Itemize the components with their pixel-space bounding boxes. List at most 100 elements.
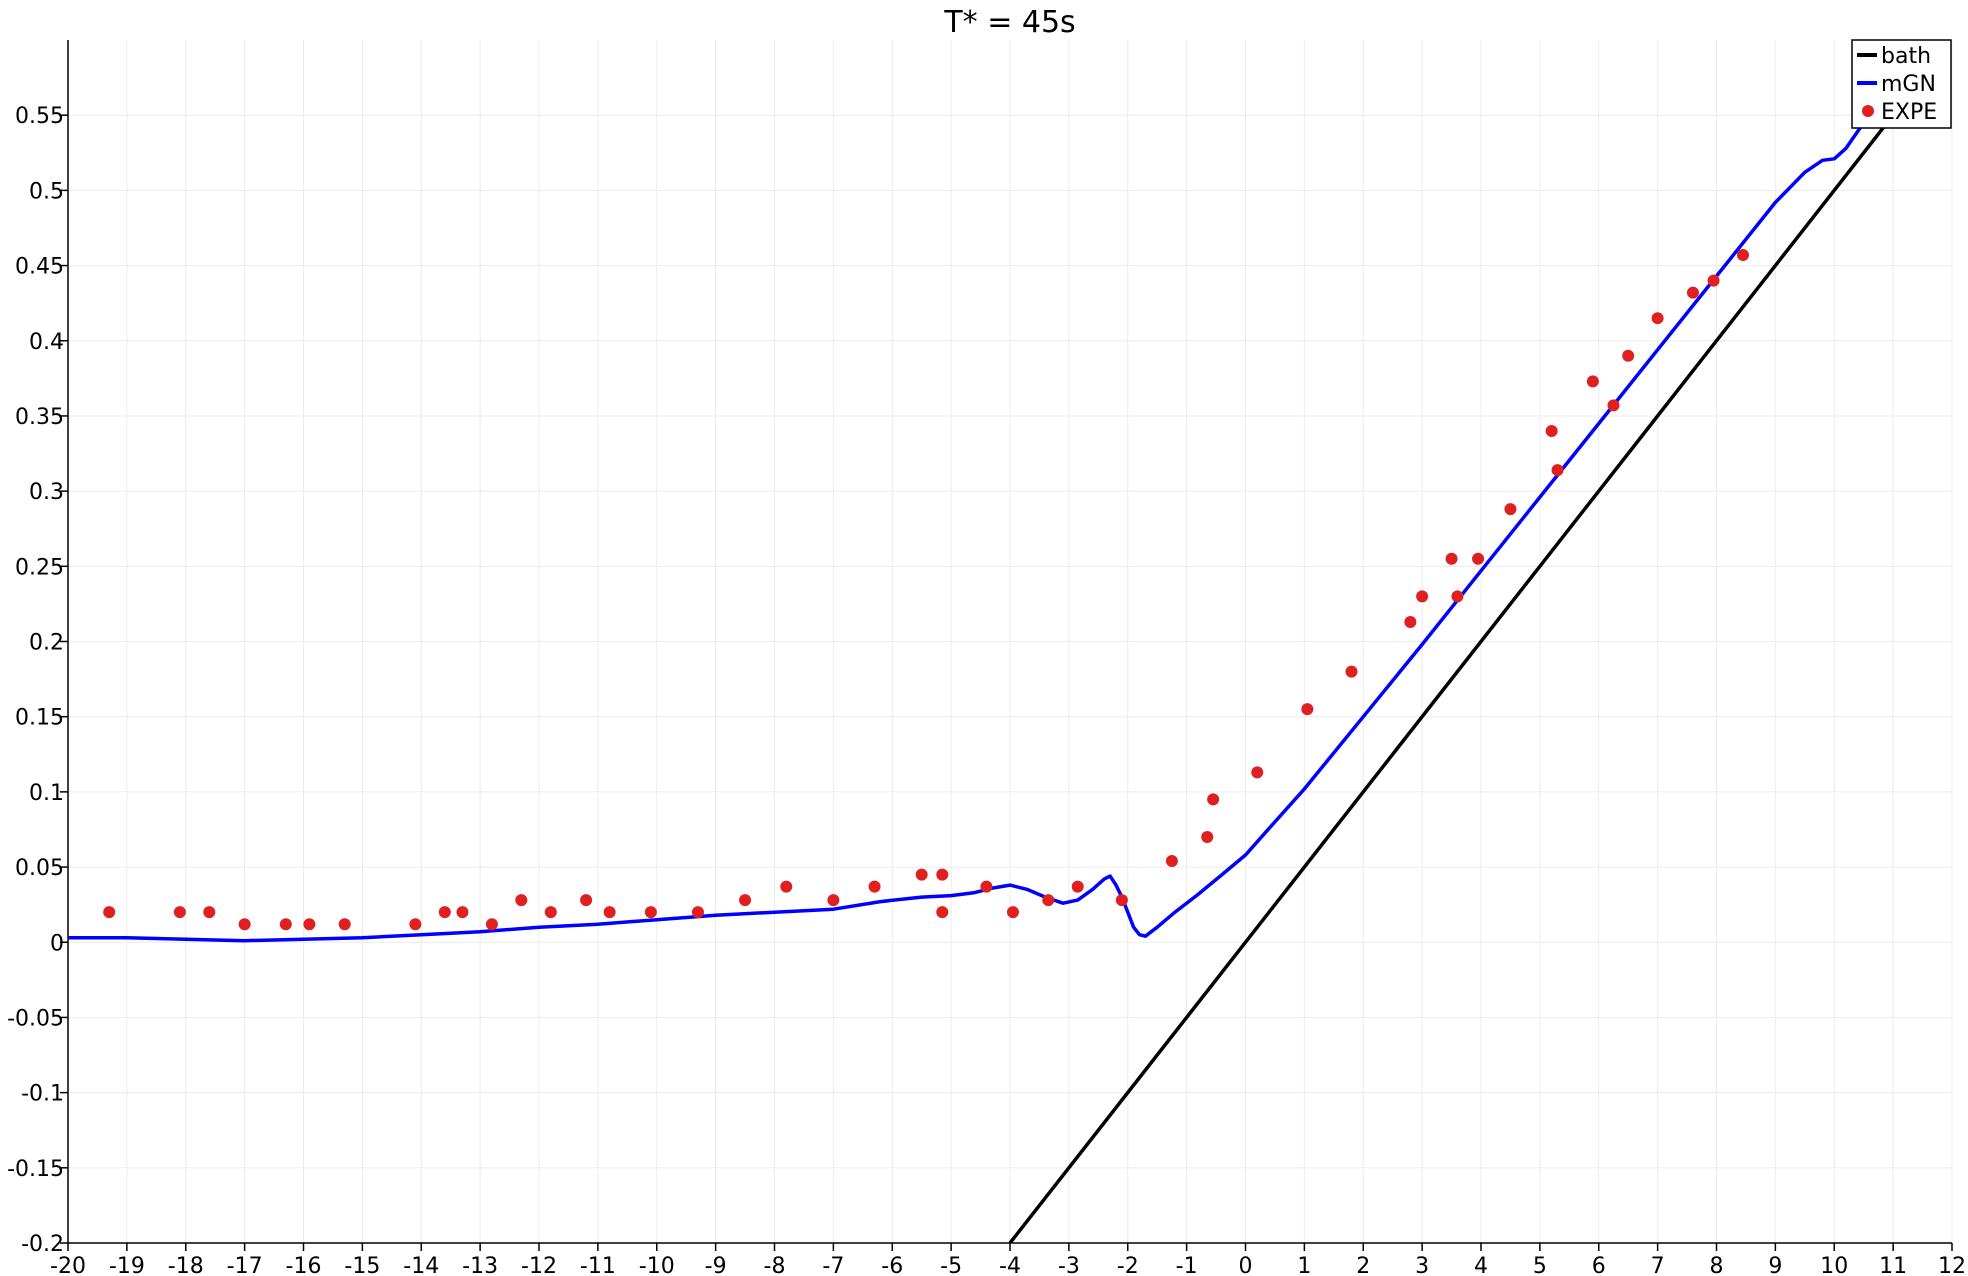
data-point-EXPE — [1504, 503, 1517, 516]
data-point-EXPE — [1551, 464, 1564, 477]
data-point-EXPE — [1686, 286, 1699, 299]
data-point-EXPE — [980, 880, 993, 893]
data-point-EXPE — [936, 868, 949, 881]
series-line-mGN — [68, 76, 1895, 943]
data-point-EXPE — [544, 906, 557, 919]
data-point-EXPE — [103, 906, 116, 919]
data-point-EXPE — [338, 918, 351, 931]
x-ticks: -20 -19 -18 -17 -16 -15 -14 -13 -12 -11 -10 -9 -8 -7-… — [50, 1243, 1966, 1276]
y-tick-label: 0.15 — [15, 706, 64, 731]
x-tick-label: -19 — [109, 1254, 145, 1276]
data-point-EXPE — [203, 906, 216, 919]
data-point-EXPE — [1607, 399, 1620, 412]
x-tick-label: -11 — [580, 1254, 616, 1276]
y-tick-label: -0.05 — [7, 1006, 64, 1031]
y-tick-label: 0 — [50, 931, 64, 956]
data-point-EXPE — [644, 906, 657, 919]
data-point-EXPE — [1345, 665, 1358, 678]
chart-title: T* = 45s — [943, 5, 1075, 40]
legend-label-EXPE: EXPE — [1881, 100, 1937, 125]
x-tick-label: -16 — [286, 1254, 322, 1276]
y-tick-label: 0.45 — [15, 255, 64, 280]
x-tick-label: -9 — [705, 1254, 727, 1276]
x-tick-label: 12 — [1938, 1254, 1966, 1276]
x-tick-label: 2 — [1356, 1254, 1370, 1276]
data-point-EXPE — [173, 906, 186, 919]
data-point-EXPE — [1651, 312, 1664, 325]
legend: bath mGN EXPE — [1851, 39, 1952, 129]
y-tick-label: 0.3 — [29, 480, 64, 505]
data-point-EXPE — [1301, 703, 1314, 716]
data-point-EXPE — [1251, 766, 1264, 779]
x-tick-label: -20 — [50, 1254, 86, 1276]
data-point-EXPE — [739, 894, 752, 907]
data-point-EXPE — [485, 918, 498, 931]
x-tick-label: 5 — [1533, 1254, 1547, 1276]
data-point-EXPE — [279, 918, 292, 931]
x-tick-label: -15 — [344, 1254, 380, 1276]
y-tick-label: 0.25 — [15, 555, 64, 580]
data-point-EXPE — [1404, 615, 1417, 628]
x-tick-label: 6 — [1592, 1254, 1606, 1276]
x-tick-label: -12 — [521, 1254, 557, 1276]
data-point-EXPE — [1707, 274, 1720, 287]
data-point-EXPE — [303, 918, 316, 931]
data-point-EXPE — [868, 880, 881, 893]
data-point-EXPE — [603, 906, 616, 919]
legend-label-mGN: mGN — [1881, 72, 1936, 97]
data-point-EXPE — [456, 906, 469, 919]
series-line-bath — [1008, 114, 1895, 1243]
data-point-EXPE — [1071, 880, 1084, 893]
x-tick-label: 8 — [1710, 1254, 1724, 1276]
x-tick-label: 4 — [1474, 1254, 1488, 1276]
data-point-EXPE — [1586, 375, 1599, 388]
x-tick-label: -8 — [764, 1254, 786, 1276]
data-point-EXPE — [1472, 552, 1485, 565]
x-tick-label: -10 — [639, 1254, 675, 1276]
y-tick-label: -0.2 — [21, 1232, 64, 1257]
x-tick-label: 9 — [1768, 1254, 1782, 1276]
y-tick-label: 0.05 — [15, 856, 64, 881]
data-point-EXPE — [1445, 552, 1458, 565]
data-point-EXPE — [1042, 894, 1055, 907]
data-point-EXPE — [1416, 590, 1429, 603]
y-tick-label: 0.55 — [15, 104, 64, 129]
data-point-EXPE — [1622, 349, 1635, 362]
data-point-EXPE — [438, 906, 451, 919]
data-point-EXPE — [1201, 830, 1214, 843]
x-tick-label: -4 — [999, 1254, 1021, 1276]
y-tick-label: -0.1 — [21, 1082, 64, 1107]
data-point-EXPE — [780, 880, 793, 893]
y-ticks: -0.2 -0.15 -0.1 -0.05 0 0.05 0.1 0.15 0.2 0.25 0.3… — [7, 104, 68, 1257]
data-point-EXPE — [827, 894, 840, 907]
data-point-EXPE — [580, 894, 593, 907]
grid — [67, 40, 1953, 1244]
x-tick-label: -1 — [1176, 1254, 1198, 1276]
x-tick-label: 10 — [1820, 1254, 1848, 1276]
x-tick-label: -13 — [462, 1254, 498, 1276]
y-tick-label: 0.1 — [29, 781, 64, 806]
legend-label-bath: bath — [1881, 44, 1931, 69]
x-tick-label: 1 — [1297, 1254, 1311, 1276]
x-tick-label: -18 — [168, 1254, 204, 1276]
data-point-EXPE — [936, 906, 949, 919]
x-tick-label: 11 — [1879, 1254, 1907, 1276]
data-point-EXPE — [238, 918, 251, 931]
y-tick-label: 0.4 — [29, 330, 64, 355]
x-tick-label: -5 — [940, 1254, 962, 1276]
x-tick-label: 3 — [1415, 1254, 1429, 1276]
y-tick-label: 0.35 — [15, 405, 64, 430]
x-tick-label: -2 — [1117, 1254, 1139, 1276]
data-point-EXPE — [1165, 855, 1178, 868]
x-tick-label: 7 — [1651, 1254, 1665, 1276]
x-tick-label: -6 — [881, 1254, 903, 1276]
x-tick-label: -14 — [403, 1254, 439, 1276]
x-tick-label: -17 — [227, 1254, 263, 1276]
data-point-EXPE — [409, 918, 422, 931]
data-point-EXPE — [1006, 906, 1019, 919]
data-point-EXPE — [915, 868, 928, 881]
data-point-EXPE — [1736, 249, 1749, 262]
x-tick-label: -3 — [1058, 1254, 1080, 1276]
data-point-EXPE — [1207, 793, 1220, 806]
